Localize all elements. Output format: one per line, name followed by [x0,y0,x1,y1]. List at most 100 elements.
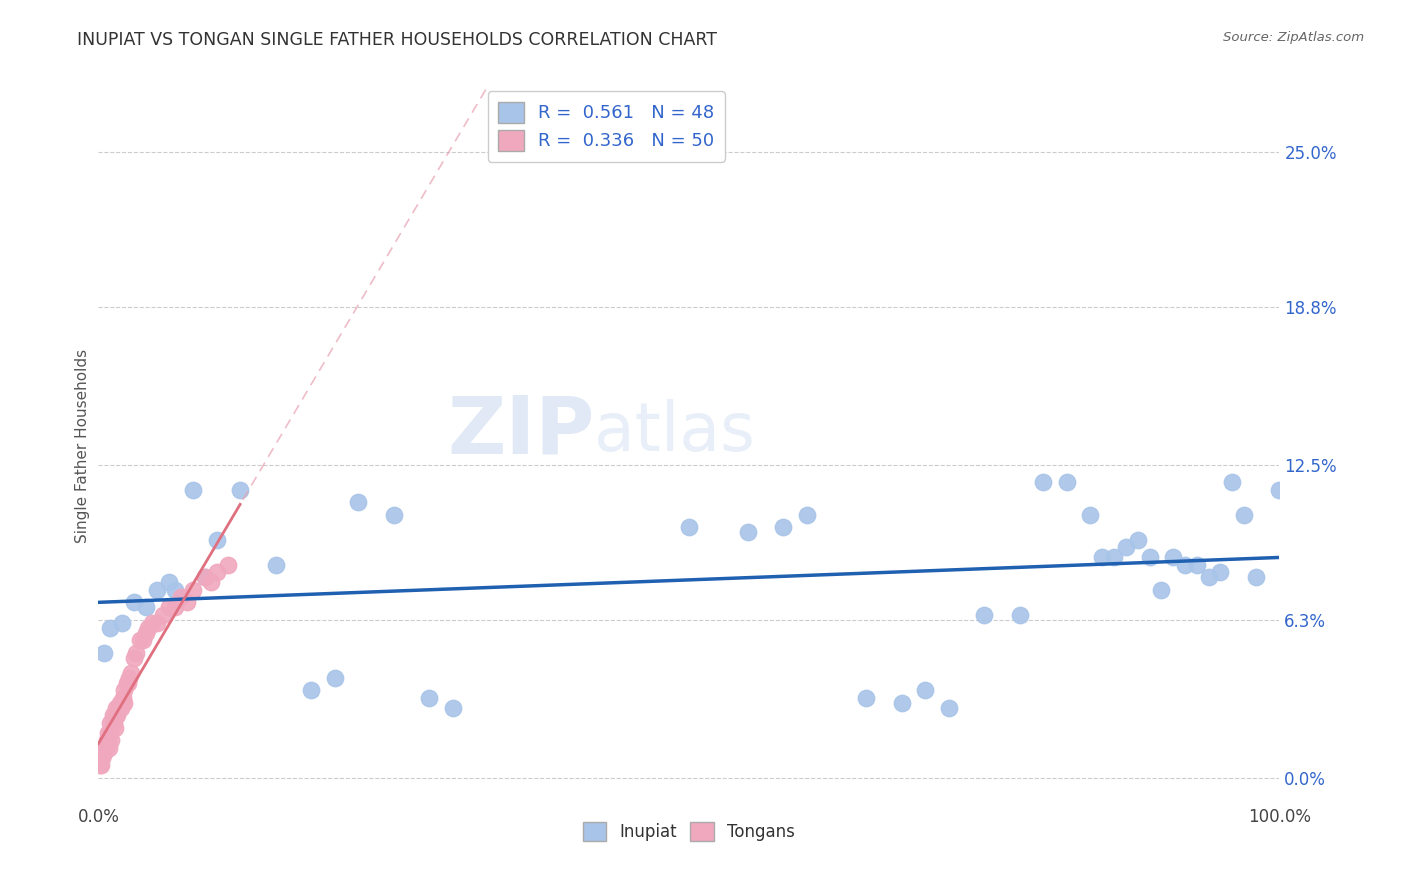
Point [135,625,157,640]
Point [152,607,174,622]
Point [141,615,163,630]
Point [200,575,222,590]
Point [1268,483,1291,497]
Point [194,570,217,584]
Point [108,696,131,710]
Point [1115,541,1137,555]
Point [98,740,121,755]
Point [1174,558,1197,572]
Point [165,582,187,597]
Text: Source: ZipAtlas.com: Source: ZipAtlas.com [1223,31,1364,45]
Point [165,600,187,615]
Point [796,508,818,522]
Point [105,700,128,714]
Point [973,607,995,622]
Point [101,715,124,730]
Text: INUPIAT VS TONGAN SINGLE FATHER HOUSEHOLDS CORRELATION CHART: INUPIAT VS TONGAN SINGLE FATHER HOUSEHOL… [77,31,717,49]
Point [1233,508,1256,522]
Point [217,558,239,572]
Point [205,533,228,547]
Point [1139,550,1161,565]
Point [1220,475,1243,490]
Point [1032,475,1054,490]
Point [1150,582,1173,597]
Point [96,733,118,747]
Point [146,582,169,597]
Point [111,696,134,710]
Point [90,758,112,772]
Point [1198,570,1220,584]
Point [418,690,440,705]
Point [157,600,180,615]
Point [146,615,169,630]
Point [93,740,115,755]
Point [170,591,193,605]
Point [122,595,145,609]
Point [1008,607,1031,622]
Point [181,483,204,497]
Point [382,508,405,522]
Point [1056,475,1078,490]
Point [132,633,155,648]
Point [112,690,135,705]
Point [1185,558,1208,572]
Point [1126,533,1149,547]
Point [678,520,700,534]
Point [176,595,198,609]
Point [181,582,204,597]
Point [98,621,121,635]
Point [157,575,180,590]
Point [441,700,464,714]
Point [100,733,122,747]
Point [1244,570,1267,584]
Point [194,570,217,584]
Point [136,621,159,635]
Point [107,700,129,714]
Point [914,683,936,698]
Point [98,725,121,739]
Point [105,708,128,723]
Point [105,708,128,723]
Point [347,495,370,509]
Text: atlas: atlas [595,399,755,465]
Legend: Inupiat, Tongans: Inupiat, Tongans [576,815,801,848]
Point [91,750,114,764]
Point [323,671,346,685]
Point [93,746,115,760]
Point [121,665,143,680]
Point [103,715,125,730]
Point [97,725,120,739]
Point [229,483,252,497]
Point [1080,508,1102,522]
Point [112,683,135,698]
Point [94,740,117,755]
Point [98,715,121,730]
Point [135,600,157,615]
Point [299,683,322,698]
Point [772,520,794,534]
Point [93,646,115,660]
Point [890,696,912,710]
Point [110,700,132,714]
Point [128,633,150,648]
Point [91,746,114,760]
Point [170,591,193,605]
Point [1102,550,1125,565]
Point [122,650,145,665]
Point [118,671,141,685]
Point [264,558,287,572]
Point [737,525,759,540]
Point [205,566,228,580]
Point [1091,550,1114,565]
Point [97,733,120,747]
Point [855,690,877,705]
Point [117,675,139,690]
Point [89,758,111,772]
Point [938,700,960,714]
Y-axis label: Single Father Households: Single Father Households [75,349,90,543]
Text: ZIP: ZIP [447,392,595,471]
Point [115,675,138,690]
Point [101,708,124,723]
Point [125,646,148,660]
Point [111,615,134,630]
